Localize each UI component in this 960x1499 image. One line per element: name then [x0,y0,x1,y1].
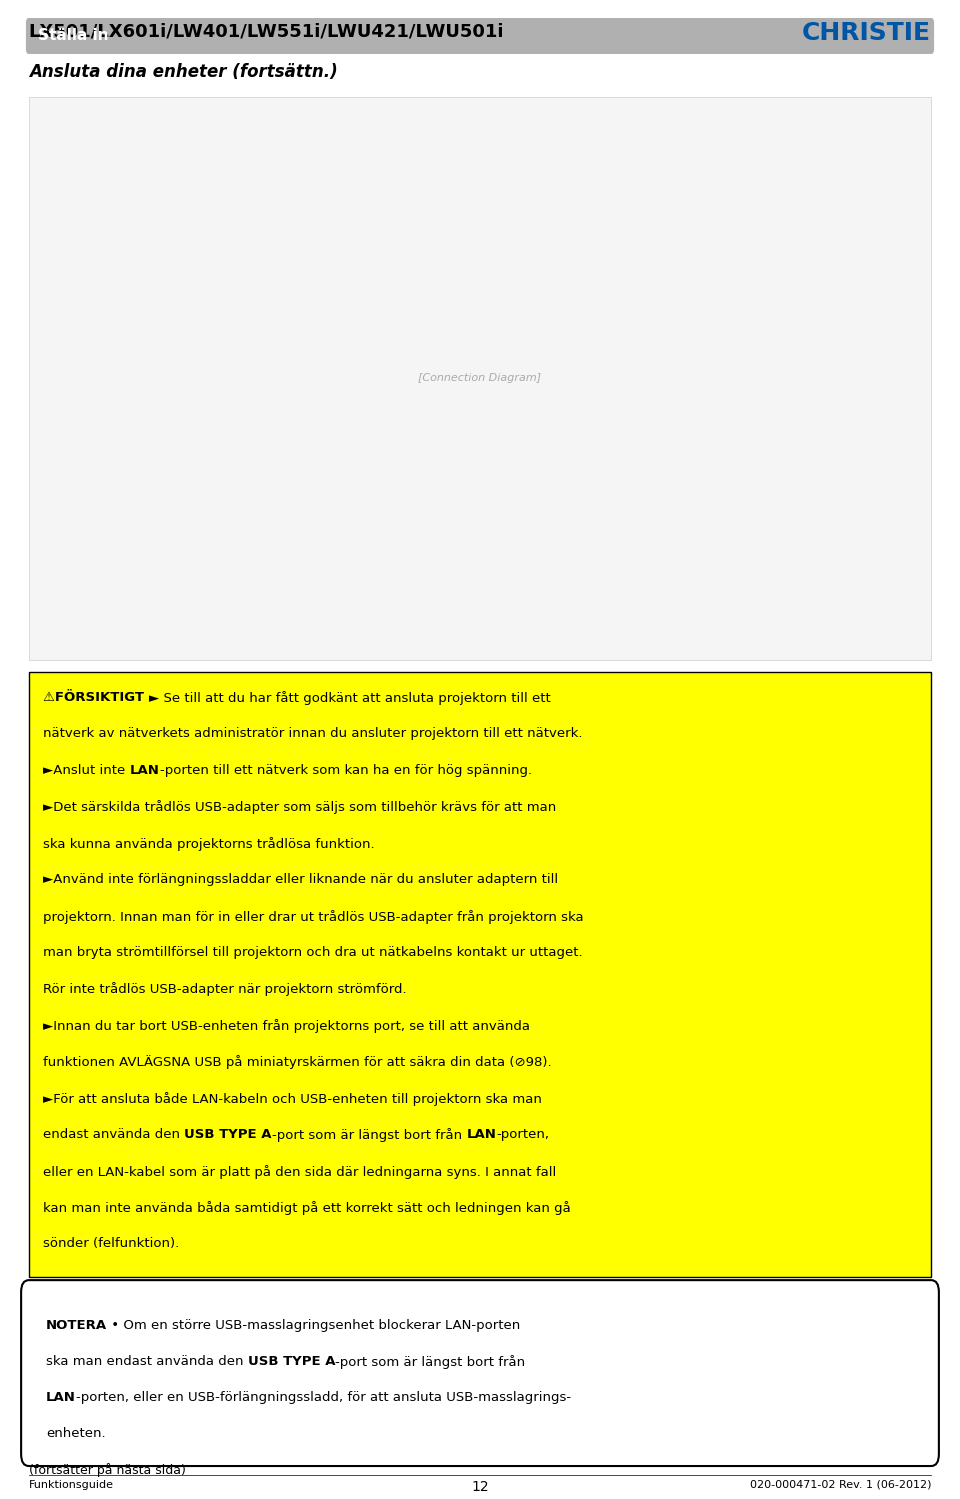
Text: Funktionsguide: Funktionsguide [29,1480,114,1490]
Text: • Om en större USB-masslagringsenhet blockerar LAN-porten: • Om en större USB-masslagringsenhet blo… [108,1319,520,1333]
Text: nätverk av nätverkets administratör innan du ansluter projektorn till ett nätver: nätverk av nätverkets administratör inna… [43,727,583,741]
Text: LAN: LAN [130,764,159,776]
Text: 020-000471-02 Rev. 1 (06-2012): 020-000471-02 Rev. 1 (06-2012) [750,1480,931,1490]
Text: LAN: LAN [46,1391,76,1405]
Text: ► Se till att du har fått godkänt att ansluta projektorn till ett: ► Se till att du har fått godkänt att an… [149,691,551,705]
Text: endast använda den: endast använda den [43,1129,184,1141]
Text: ►Anslut inte: ►Anslut inte [43,764,130,776]
Text: funktionen AVLÄGSNA USB på miniatyrskärmen för att säkra din data (⊘98).: funktionen AVLÄGSNA USB på miniatyrskärm… [43,1055,552,1069]
Text: -port som är längst bort från: -port som är längst bort från [335,1355,525,1369]
Text: ►Innan du tar bort USB-enheten från projektorns port, se till att använda: ►Innan du tar bort USB-enheten från proj… [43,1019,530,1033]
Text: ska kunna använda projektorns trådlösa funktion.: ska kunna använda projektorns trådlösa f… [43,836,374,851]
Text: ⚠FÖRSIKTIGT: ⚠FÖRSIKTIGT [43,691,149,705]
Text: eller en LAN-kabel som är platt på den sida där ledningarna syns. I annat fall: eller en LAN-kabel som är platt på den s… [43,1165,557,1178]
FancyBboxPatch shape [21,1280,939,1466]
Text: LX501/LX601i/LW401/LW551i/LWU421/LWU501i: LX501/LX601i/LW401/LW551i/LWU421/LWU501i [29,22,504,40]
Text: CHRISTIE: CHRISTIE [803,21,931,45]
Text: projektorn. Innan man för in eller drar ut trådlös USB-adapter från projektorn s: projektorn. Innan man för in eller drar … [43,910,584,923]
Text: -porten till ett nätverk som kan ha en för hög spänning.: -porten till ett nätverk som kan ha en f… [159,764,532,776]
Text: man bryta strömtillförsel till projektorn och dra ut nätkabelns kontakt ur uttag: man bryta strömtillförsel till projektor… [43,946,583,959]
Text: -porten,: -porten, [496,1129,549,1141]
Text: LAN: LAN [467,1129,496,1141]
Text: ska man endast använda den: ska man endast använda den [46,1355,248,1369]
Text: USB TYPE A: USB TYPE A [248,1355,335,1369]
FancyBboxPatch shape [26,18,934,54]
Text: sönder (felfunktion).: sönder (felfunktion). [43,1237,180,1250]
Text: 12: 12 [471,1480,489,1493]
Text: USB TYPE A: USB TYPE A [184,1129,272,1141]
Text: -port som är längst bort från: -port som är längst bort från [272,1129,467,1142]
Text: (fortsätter på nästa sida): (fortsätter på nästa sida) [29,1463,185,1477]
Text: [Connection Diagram]: [Connection Diagram] [419,373,541,384]
Text: -porten, eller en USB-förlängningssladd, för att ansluta USB-masslagrings-: -porten, eller en USB-förlängningssladd,… [76,1391,571,1405]
Text: ►Använd inte förlängningssladdar eller liknande när du ansluter adaptern till: ►Använd inte förlängningssladdar eller l… [43,872,559,886]
Text: ►Det särskilda trådlös USB-adapter som säljs som tillbehör krävs för att man: ►Det särskilda trådlös USB-adapter som s… [43,800,557,814]
Text: kan man inte använda båda samtidigt på ett korrekt sätt och ledningen kan gå: kan man inte använda båda samtidigt på e… [43,1201,571,1216]
Text: NOTERA: NOTERA [46,1319,108,1333]
Text: Ansluta dina enheter (fortsättn.): Ansluta dina enheter (fortsättn.) [29,63,338,81]
Text: Ställa in: Ställa in [38,28,109,43]
FancyBboxPatch shape [29,97,931,660]
FancyBboxPatch shape [29,672,931,1277]
Text: Rör inte trådlös USB-adapter när projektorn strömförd.: Rör inte trådlös USB-adapter när projekt… [43,982,407,997]
Text: ►För att ansluta både LAN-kabeln och USB-enheten till projektorn ska man: ►För att ansluta både LAN-kabeln och USB… [43,1091,542,1106]
Text: enheten.: enheten. [46,1427,106,1441]
